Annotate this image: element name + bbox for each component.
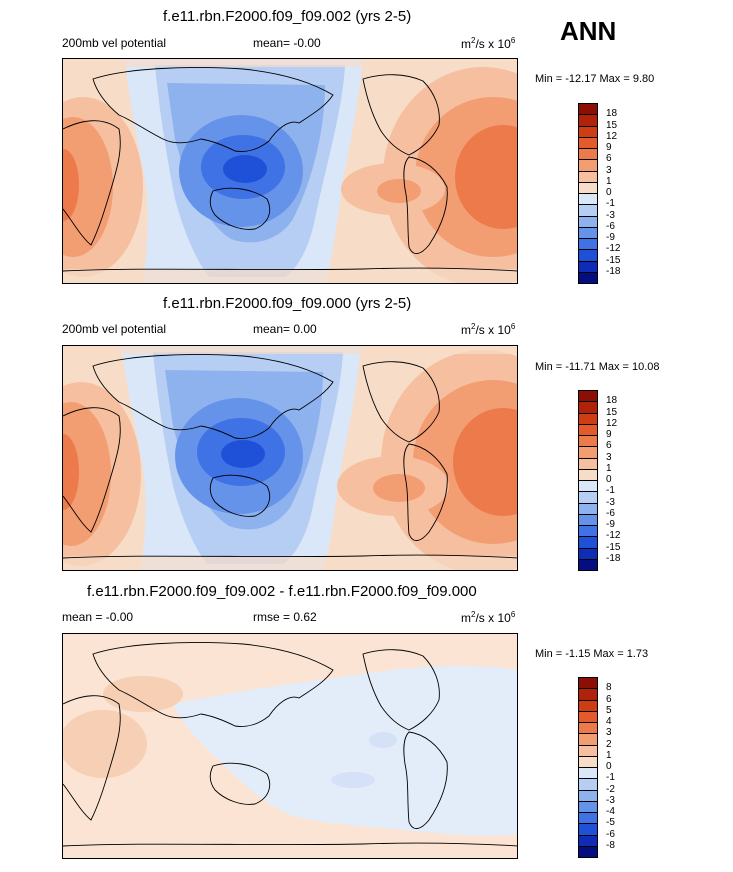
colorbar-tick-label: 18 [606, 108, 618, 120]
diff-positive-patch [63, 710, 147, 778]
panel1-minmax: Min = -12.17 Max = 9.80 [535, 73, 655, 85]
colorbar-tick-label: 3 [606, 727, 612, 739]
colorbar-swatch [578, 558, 598, 571]
colorbar-tick-label: 9 [606, 142, 612, 153]
colorbar-tick-label: -5 [606, 817, 615, 829]
panel2-stat: mean= 0.00 [253, 322, 317, 336]
negative-region-6 [221, 440, 265, 468]
colorbar-tick-label: -3 [606, 794, 615, 806]
colorbar-tick-label: -1 [606, 772, 615, 784]
panel3-title: f.e11.rbn.F2000.f09_f09.002 - f.e11.rbn.… [87, 583, 477, 600]
panel2-title: f.e11.rbn.F2000.f09_f09.000 (yrs 2-5) [163, 295, 412, 312]
panel1-stat: mean= -0.00 [253, 36, 321, 50]
continent-outlines [63, 642, 517, 847]
positive-region-8 [377, 179, 421, 203]
continent-outlines [63, 67, 517, 272]
colorbar-tick-label: -4 [606, 806, 615, 817]
colorbar-tick-label: -6 [606, 828, 615, 840]
colorbar-tick-label: -12 [606, 530, 621, 542]
colorbar-tick-label: 9 [606, 429, 612, 440]
colorbar-tick-label: 3 [606, 164, 612, 176]
colorbar-tick-label: -3 [606, 209, 615, 221]
positive-region-3 [63, 149, 79, 221]
colorbar-swatch [578, 271, 598, 284]
colorbar-tick-label: -15 [606, 541, 621, 553]
colorbar-tick-label: 1 [606, 749, 612, 761]
colorbar-tick-label: -9 [606, 519, 615, 530]
colorbar-tick-label: -15 [606, 254, 621, 266]
diff-negative-region [173, 665, 517, 836]
colorbar-tick-label: 0 [606, 761, 612, 772]
colorbar-tick-label: -8 [606, 839, 615, 851]
panel3-left-label: mean = -0.00 [62, 610, 134, 624]
colorbar-tick-label: -18 [606, 265, 621, 277]
colorbar-tick-label: -18 [606, 552, 621, 564]
polar-band-south [63, 269, 517, 283]
positive-region-2 [63, 402, 111, 546]
colorbar-tick-label: -1 [606, 198, 615, 210]
polar-band-south [63, 556, 517, 570]
colorbar-tick-label: 5 [606, 704, 612, 716]
panel2-left-label: 200mb vel potential [62, 322, 167, 336]
panel3-minmax: Min = -1.15 Max = 1.73 [535, 648, 649, 660]
colorbar-tick-label: 6 [606, 440, 612, 452]
colorbar-tick-label: -1 [606, 485, 615, 497]
colorbar-tick-label: -6 [606, 507, 615, 519]
colorbar-tick-label: -3 [606, 496, 615, 508]
negative-region-6 [223, 155, 267, 183]
diff-positive-patch-2 [103, 676, 183, 712]
continent-outlines [63, 354, 517, 559]
colorbar-tick-label: 0 [606, 187, 612, 198]
panel1-title: f.e11.rbn.F2000.f09_f09.002 (yrs 2-5) [163, 8, 412, 25]
panel2-colorbar [578, 390, 598, 571]
diff-negative-patch-2 [331, 772, 375, 788]
colorbar-swatch [578, 845, 598, 858]
panel2-units: m2/s x 106 [461, 322, 516, 337]
colorbar-tick-label: -2 [606, 783, 615, 795]
colorbar-tick-label: 6 [606, 153, 612, 165]
polar-band-north [63, 59, 517, 67]
panel1-units: m2/s x 106 [461, 36, 516, 51]
colorbar-tick-label: 2 [606, 738, 612, 750]
colorbar-tick-label: 12 [606, 130, 618, 142]
panel2-minmax: Min = -11.71 Max = 10.08 [535, 361, 660, 373]
colorbar-tick-label: 6 [606, 693, 612, 705]
colorbar-tick-label: 8 [606, 682, 612, 694]
panel3-stat: rmse = 0.62 [253, 610, 317, 624]
colorbar-tick-label: 15 [606, 119, 618, 131]
colorbar-tick-label: -9 [606, 232, 615, 243]
colorbar-tick-label: 4 [606, 716, 612, 727]
colorbar-tick-label: 12 [606, 417, 618, 429]
colorbar-tick-label: 3 [606, 451, 612, 463]
season-label: ANN [560, 16, 617, 46]
positive-region-6 [453, 408, 517, 516]
positive-region-6 [455, 125, 517, 229]
colorbar-tick-label: 1 [606, 462, 612, 474]
polar-band-north [63, 346, 517, 354]
positive-region-3 [63, 434, 79, 510]
diff-negative-patch-1 [369, 732, 397, 748]
panel1-left-label: 200mb vel potential [62, 36, 167, 50]
positive-region-8 [373, 474, 425, 502]
panel1-colorbar [578, 103, 598, 284]
panel2-map [62, 345, 518, 571]
panel3-units: m2/s x 106 [461, 610, 516, 625]
colorbar-tick-label: 0 [606, 474, 612, 485]
panel3-colorbar [578, 677, 598, 858]
colorbar-tick-label: 1 [606, 175, 612, 187]
colorbar-tick-label: -12 [606, 243, 621, 255]
panel1-map [62, 58, 518, 284]
colorbar-tick-label: 15 [606, 406, 618, 418]
colorbar-tick-label: 18 [606, 395, 618, 407]
panel3-map [62, 633, 518, 859]
colorbar-tick-label: -6 [606, 220, 615, 232]
